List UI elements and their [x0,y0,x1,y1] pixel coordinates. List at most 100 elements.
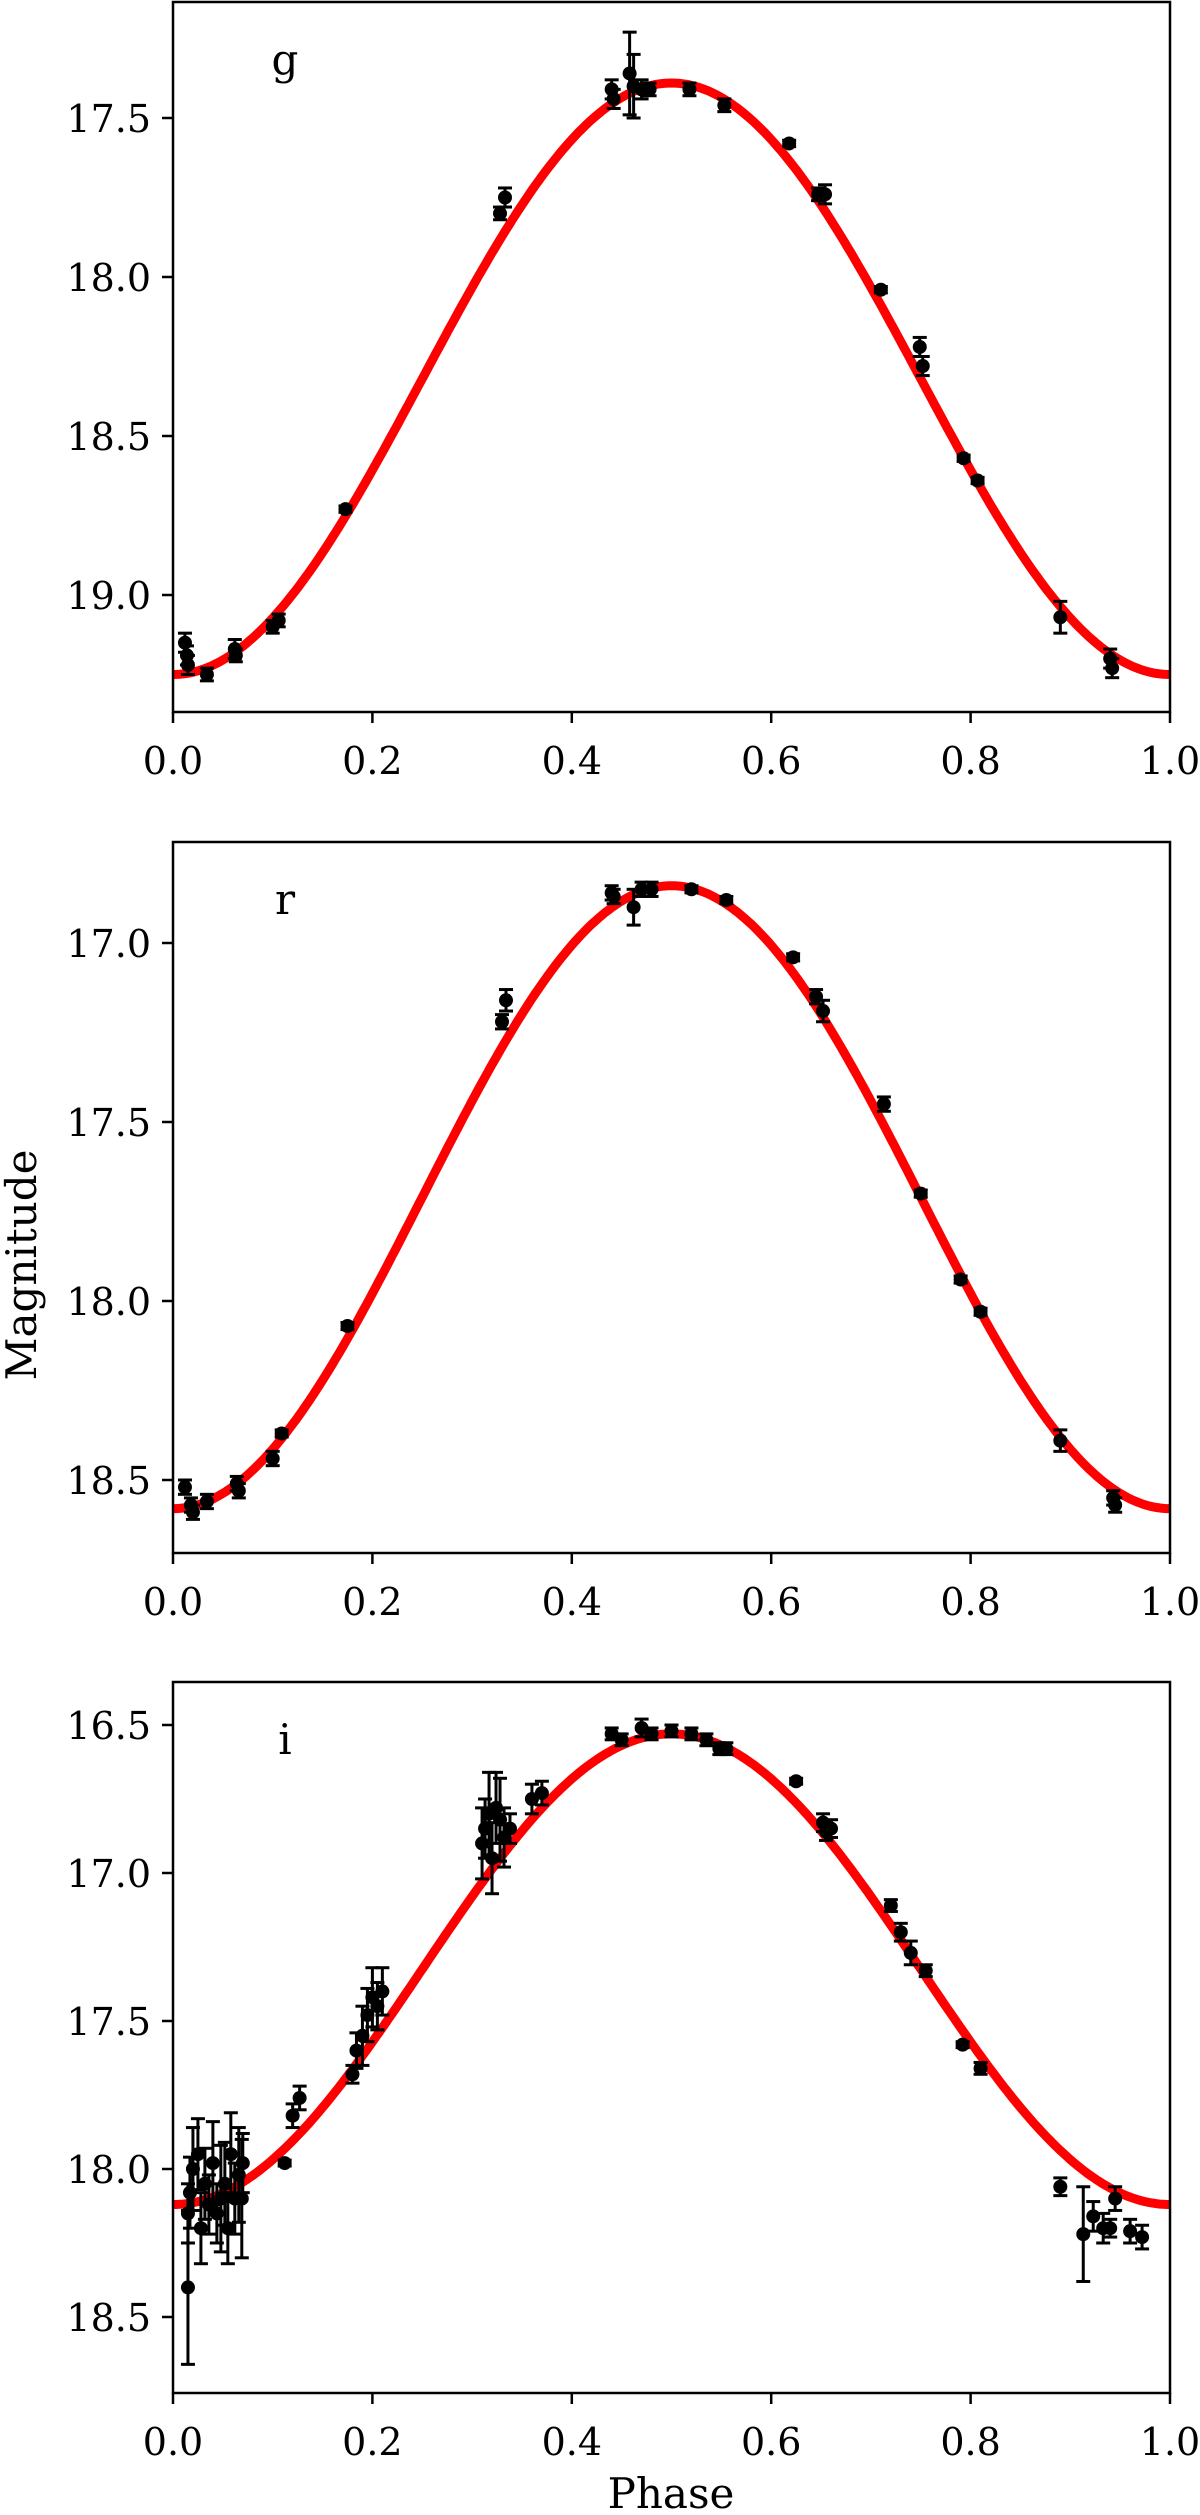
data-point [893,1925,908,1940]
y-tick-label: 18.5 [66,1459,151,1503]
data-point [534,1786,549,1801]
data-point [265,1451,280,1466]
x-tick-label: 0.8 [940,1580,1000,1624]
data-point [1123,2224,1138,2239]
data-point [915,359,930,374]
data-point [699,1732,714,1747]
data-point [973,2061,988,2076]
data-point [190,2147,205,2162]
data-point [614,1732,629,1747]
data-points [177,880,1123,1521]
y-tick-label: 16.5 [66,1704,151,1748]
data-point [684,882,699,897]
x-tick-label: 1.0 [1140,2420,1200,2464]
data-point [970,473,985,488]
data-point [235,2156,250,2171]
data-point [1076,2227,1091,2242]
data-point [626,900,641,915]
fit-curve [173,881,1170,1514]
data-point [644,882,659,897]
data-point [1108,1498,1123,1513]
x-tick-label: 1.0 [1140,739,1200,783]
data-points [180,1717,1150,2366]
data-point [818,187,833,202]
data-point [912,339,927,354]
y-tick-label: 18.5 [66,2296,151,2340]
data-point [1053,2179,1068,2194]
y-tick-label: 17.5 [66,2000,151,2044]
data-point [684,1726,699,1741]
data-point [220,2221,235,2236]
data-point [876,1097,891,1112]
x-tick-label: 0.0 [143,1580,203,1624]
data-point [903,1945,918,1960]
data-point [664,1723,679,1738]
x-tick-label: 0.2 [342,1580,402,1624]
x-tick-label: 1.0 [1140,1580,1200,1624]
band-label: i [278,1715,291,1764]
data-point [234,2191,249,2206]
data-point [345,2067,360,2082]
fit-curve [173,78,1170,679]
data-point [1105,661,1120,676]
data-point [340,1319,355,1334]
x-tick-label: 0.0 [143,2420,203,2464]
data-point [199,667,214,682]
data-point [956,451,971,466]
band-label: r [275,875,296,924]
data-point [1086,2209,1101,2224]
data-point [644,1726,659,1741]
data-point [498,190,513,205]
data-point [205,2156,220,2171]
data-point [217,2176,232,2191]
data-point [498,993,513,1008]
y-tick-label: 18.0 [66,2148,151,2192]
data-point [485,1851,500,1866]
data-point [1135,2230,1150,2245]
data-point [277,2156,292,2171]
x-tick-label: 0.4 [542,739,602,783]
data-point [1103,2221,1118,2236]
data-point [786,950,801,965]
fit-curve [173,1729,1170,2209]
x-tick-label: 0.4 [542,1580,602,1624]
x-tick-label: 0.6 [741,739,801,783]
x-tick-label: 0.0 [143,739,203,783]
axes-frame [171,0,1172,714]
panel-g-band: 0.0 0.2 0.4 0.6 0.8 1.0 17.5 18.0 18.5 19.0 g [66,0,1200,783]
x-tick-label: 0.6 [741,2420,801,2464]
x-tick-label: 0.8 [940,739,1000,783]
data-point [782,136,797,151]
data-point [717,98,732,113]
data-point [606,889,621,904]
data-point [231,1483,246,1498]
data-point [271,613,286,628]
data-point [338,502,353,517]
axes-frame [171,840,1172,1555]
data-point [1053,1433,1068,1448]
data-point [873,282,888,297]
data-point [816,1004,831,1019]
panel-i-band: 0.0 0.2 0.4 0.6 0.8 1.0 16.5 17.0 17.5 18.0 18.5 i [66,1680,1200,2464]
data-point [495,1014,510,1029]
y-tick-label: 18.0 [66,1280,151,1324]
y-tick-label: 19.0 [66,574,151,618]
data-point [719,893,734,908]
data-point [475,1836,490,1851]
data-point [228,648,243,663]
data-points [177,30,1120,683]
panel-r-band: 0.0 0.2 0.4 0.6 0.8 1.0 17.0 17.5 18.0 18.5 r [66,840,1200,1624]
data-point [274,1426,289,1441]
x-tick-label: 0.2 [342,2420,402,2464]
x-tick-label: 0.6 [741,1580,801,1624]
data-point [918,1963,933,1978]
data-point [642,82,657,97]
y-tick-label: 17.0 [66,922,151,966]
data-point [223,2147,238,2162]
data-point [180,2280,195,2295]
axes-frame [171,1680,1172,2395]
data-point [606,91,621,106]
data-point [824,1821,839,1836]
y-tick-label: 17.5 [66,97,151,141]
